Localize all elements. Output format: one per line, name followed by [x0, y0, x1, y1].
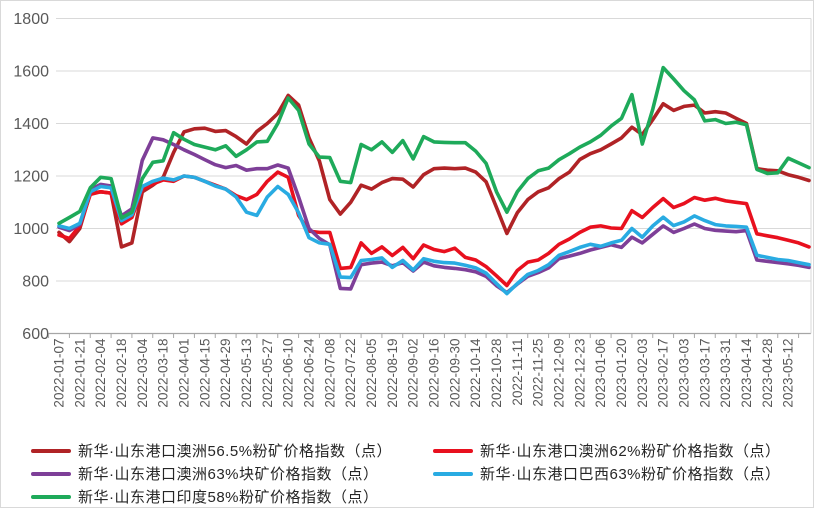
legend-item-in58-fines: 新华·山东港口印度58%粉矿价格指数（点） [31, 486, 433, 507]
x-axis-tick-label: 2022-04-29 [218, 339, 233, 408]
y-axis-tick-label: 600 [22, 326, 49, 343]
legend-label: 新华·山东港口印度58%粉矿价格指数（点） [78, 489, 379, 506]
chart-plot-area: 600 800 1000 1200 1400 1600 1800 2022-01-07 2022… [13, 11, 812, 408]
x-axis-tick-label: 2023-02-03 [635, 339, 650, 408]
x-axis-tick-label: 2023-03-31 [718, 339, 733, 408]
x-axis-tick-label: 2022-09-16 [427, 339, 442, 408]
x-axis-tick-label: 2023-01-20 [614, 339, 629, 408]
x-axis-tick-label: 2022-09-02 [406, 339, 421, 408]
legend-item-br63-fines: 新华·山东港口巴西63%粉矿价格指数（点） [433, 463, 814, 484]
x-axis-tick-label: 2023-02-17 [656, 339, 671, 408]
x-axis-tick-label: 2022-05-27 [260, 339, 275, 408]
series-line-in58-fines [57, 65, 811, 226]
x-axis-tick-label: 2022-12-09 [552, 339, 567, 408]
x-axis-tick-label: 2023-05-12 [781, 339, 796, 408]
legend-line-swatch [31, 448, 71, 453]
x-axis-tick-label: 2022-03-04 [135, 338, 150, 408]
y-axis-tick-label: 1200 [13, 169, 49, 186]
x-axis-tick-label: 2022-10-28 [489, 339, 504, 408]
x-axis-tick-label: 2022-02-04 [93, 338, 108, 408]
x-axis-tick-label: 2022-01-21 [72, 339, 87, 408]
legend-item-au62-fines: 新华·山东港口澳洲62%粉矿价格指数（点） [433, 440, 814, 461]
x-axis-tick-label: 2022-07-22 [343, 339, 358, 408]
y-axis-tick-label: 1000 [13, 221, 49, 238]
x-axis-tick-label: 2022-07-08 [322, 339, 337, 408]
y-axis-tick-label: 1400 [13, 116, 49, 133]
legend-label: 新华·山东港口澳洲62%粉矿价格指数（点） [480, 443, 781, 460]
x-axis-tick-label: 2023-03-17 [697, 339, 712, 408]
legend-label: 新华·山东港口澳洲56.5%粉矿价格指数（点） [78, 443, 393, 460]
legend-item-au565-fines: 新华·山东港口澳洲56.5%粉矿价格指数（点） [31, 440, 433, 461]
legend-label: 新华·山东港口巴西63%粉矿价格指数（点） [480, 466, 781, 483]
legend-line-swatch [31, 494, 71, 499]
series-line-br63-fines [57, 174, 811, 296]
legend-line-swatch [433, 448, 473, 453]
x-axis-tick-label: 2022-08-05 [364, 339, 379, 408]
chart-legend: 新华·山东港口澳洲56.5%粉矿价格指数（点） 新华·山东港口澳洲62%粉矿价格… [1, 438, 814, 507]
x-axis-tick-label: 2022-12-23 [572, 339, 587, 408]
series-line-au63-lump [57, 136, 811, 295]
x-axis-tick-label: 2022-10-14 [468, 338, 483, 408]
legend-label: 新华·山东港口澳洲63%块矿价格指数（点） [78, 466, 379, 483]
series-line-au565-fines [57, 93, 811, 249]
x-axis-tick-label: 2022-06-24 [302, 338, 317, 408]
x-axis-tick-label: 2023-03-03 [677, 339, 692, 408]
x-axis-tick-label: 2022-05-13 [239, 339, 254, 408]
x-axis-tick-label: 2022-11-11 [510, 339, 525, 406]
y-axis-tick-label: 1600 [13, 64, 49, 81]
x-axis-tick-label: 2022-03-18 [156, 339, 171, 408]
x-axis-tick-label: 2023-04-14 [739, 338, 754, 408]
legend-line-swatch [433, 471, 473, 476]
x-axis-tick-label: 2022-04-01 [177, 339, 192, 408]
x-axis-tick-label: 2023-04-28 [760, 339, 775, 408]
y-axis-tick-label: 800 [22, 274, 49, 291]
x-axis-tick-label: 2022-04-15 [197, 339, 212, 408]
x-axis-tick-label: 2022-02-18 [114, 339, 129, 408]
x-axis-tick-label: 2022-08-19 [385, 339, 400, 408]
x-axis-tick-label: 2022-11-25 [531, 339, 546, 407]
x-axis-tick-label: 2022-09-30 [447, 339, 462, 408]
x-axis-tick-label: 2022-01-07 [52, 339, 67, 408]
x-axis-tick-label: 2023-01-06 [593, 339, 608, 408]
legend-item-au63-lump: 新华·山东港口澳洲63%块矿价格指数（点） [31, 463, 433, 484]
x-axis-tick-label: 2022-06-10 [281, 339, 296, 408]
legend-line-swatch [31, 471, 71, 476]
y-axis-tick-label: 1800 [13, 11, 49, 28]
